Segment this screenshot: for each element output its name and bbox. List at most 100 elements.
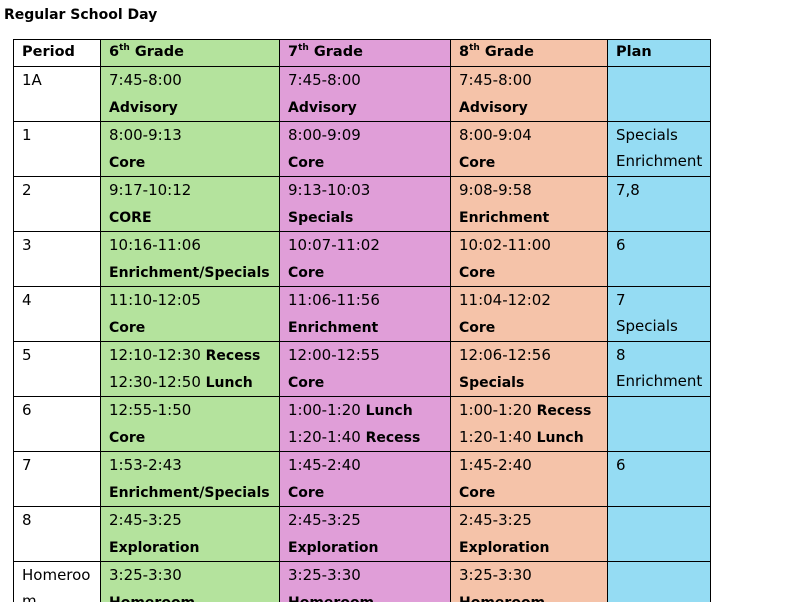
table-row: 6 12:55-1:50 Core 1:00-1:20 Lunch 1:20-1:40 … (13, 396, 712, 452)
period-cell: 6 (13, 396, 101, 452)
cell-line: 10:16-11:06 (109, 233, 271, 260)
period-cell: 8 (13, 506, 101, 562)
period-cell: 5 (13, 341, 101, 397)
cell-line: Advisory (459, 94, 599, 121)
cell-line: Specials (616, 317, 678, 335)
activity-text: Advisory (109, 100, 178, 116)
grade-8-cell: 2:45-3:25 Exploration (450, 506, 608, 562)
cell-line: Advisory (109, 94, 271, 121)
cell-line: Specials (459, 369, 599, 396)
grade-7-cell: 7:45-8:00 Advisory (279, 66, 451, 122)
time-text: 11:06-11:56 (288, 291, 380, 309)
plan-cell (606, 396, 712, 452)
grade-8-cell: 1:45-2:40 Core (450, 451, 608, 507)
header-grade-7-number: 7 (288, 44, 299, 60)
cell-line: 1:20-1:40 Lunch (459, 424, 599, 451)
header-row: Period 6th Grade 7th Grade 8th Grade Pla… (13, 39, 712, 67)
time-text: 2:45-3:25 (109, 511, 182, 529)
cell-line: Enrichment (616, 372, 703, 390)
activity-text: Exploration (109, 540, 200, 556)
grade-6-cell: 10:16-11:06 Enrichment/Specials (100, 231, 280, 287)
cell-line: Enrichment (616, 152, 703, 170)
time-text: 1:20-1:40 (459, 428, 537, 446)
plan-cell: 7,8 (606, 176, 712, 232)
time-text: 9:13-10:03 (288, 181, 371, 199)
cell-line: 3:25-3:30 (459, 563, 599, 590)
grade-7-cell: 1:00-1:20 Lunch 1:20-1:40 Recess (279, 396, 451, 452)
schedule-body: 1A 7:45-8:00 Advisory 7:45-8:00 Advisory 7:45… (13, 66, 712, 602)
activity-text: Lunch (365, 403, 413, 419)
grade-8-cell: 8:00-9:04 Core (450, 121, 608, 177)
cell-line: 6 (616, 456, 626, 474)
cell-line: 6 (616, 236, 626, 254)
time-text: 12:55-1:50 (109, 401, 192, 419)
cell-line: Core (109, 424, 271, 451)
cell-line: m (22, 592, 37, 602)
cell-line: 6 (22, 401, 32, 419)
cell-line: Core (288, 369, 442, 396)
plan-cell (606, 506, 712, 562)
grade-6-cell: 2:45-3:25 Exploration (100, 506, 280, 562)
time-text: 9:08-9:58 (459, 181, 532, 199)
grade-7-cell: 10:07-11:02 Core (279, 231, 451, 287)
time-text: 1:45-2:40 (459, 456, 532, 474)
cell-line: 1:53-2:43 (109, 453, 271, 480)
cell-line: 9:17-10:12 (109, 178, 271, 205)
table-row: 3 10:16-11:06 Enrichment/Specials 10:07-11:… (13, 231, 712, 287)
plan-cell: 7 Specials (606, 286, 712, 342)
time-text: 10:16-11:06 (109, 236, 201, 254)
header-grade-8-word: Grade (479, 44, 534, 60)
activity-text: Exploration (459, 540, 550, 556)
time-text: 12:30-12:50 (109, 373, 206, 391)
time-text: 11:10-12:05 (109, 291, 201, 309)
time-text: 11:04-12:02 (459, 291, 551, 309)
cell-line: 8:00-9:04 (459, 123, 599, 150)
cell-line: Advisory (288, 94, 442, 121)
period-cell: 7 (13, 451, 101, 507)
time-text: 1:45-2:40 (288, 456, 361, 474)
grade-6-cell: 12:55-1:50 Core (100, 396, 280, 452)
grade-8-cell: 10:02-11:00 Core (450, 231, 608, 287)
cell-line: 1:45-2:40 (459, 453, 599, 480)
activity-text: Enrichment (288, 320, 379, 336)
header-grade-8-ordinal: th (469, 43, 480, 54)
header-plan-label: Plan (616, 44, 652, 60)
activity-text: Core (288, 485, 325, 501)
cell-line: Exploration (288, 534, 442, 561)
cell-line: 1:45-2:40 (288, 453, 442, 480)
cell-line: 12:55-1:50 (109, 398, 271, 425)
cell-line: 7:45-8:00 (109, 68, 271, 95)
cell-line: Core (288, 259, 442, 286)
activity-text: Enrichment (459, 210, 550, 226)
time-text: 8:00-9:04 (459, 126, 532, 144)
activity-text: Core (459, 155, 496, 171)
cell-line: Enrichment (288, 314, 442, 341)
table-row: 7 1:53-2:43 Enrichment/Specials 1:45-2:40 Co… (13, 451, 712, 507)
cell-line: 3:25-3:30 (288, 563, 442, 590)
grade-6-cell: 1:53-2:43 Enrichment/Specials (100, 451, 280, 507)
cell-line: Specials (288, 204, 442, 231)
grade-6-cell: 7:45-8:00 Advisory (100, 66, 280, 122)
time-text: 9:17-10:12 (109, 181, 192, 199)
time-text: 12:00-12:55 (288, 346, 380, 364)
time-text: 1:20-1:40 (288, 428, 366, 446)
header-grade-7-word: Grade (308, 44, 363, 60)
plan-cell (606, 561, 712, 602)
time-text: 1:00-1:20 (288, 401, 366, 419)
grade-8-cell: 11:04-12:02 Core (450, 286, 608, 342)
cell-line: 12:00-12:55 (288, 343, 442, 370)
cell-line: Specials (616, 126, 678, 144)
cell-line: 3 (22, 236, 32, 254)
cell-line: 2:45-3:25 (459, 508, 599, 535)
cell-line: 2:45-3:25 (288, 508, 442, 535)
grade-8-cell: 7:45-8:00 Advisory (450, 66, 608, 122)
cell-line: 9:08-9:58 (459, 178, 599, 205)
cell-line: 1:00-1:20 Lunch (288, 398, 442, 425)
cell-line: Core (459, 314, 599, 341)
activity-text: Core (109, 155, 146, 171)
cell-line: Enrichment/Specials (109, 259, 271, 286)
